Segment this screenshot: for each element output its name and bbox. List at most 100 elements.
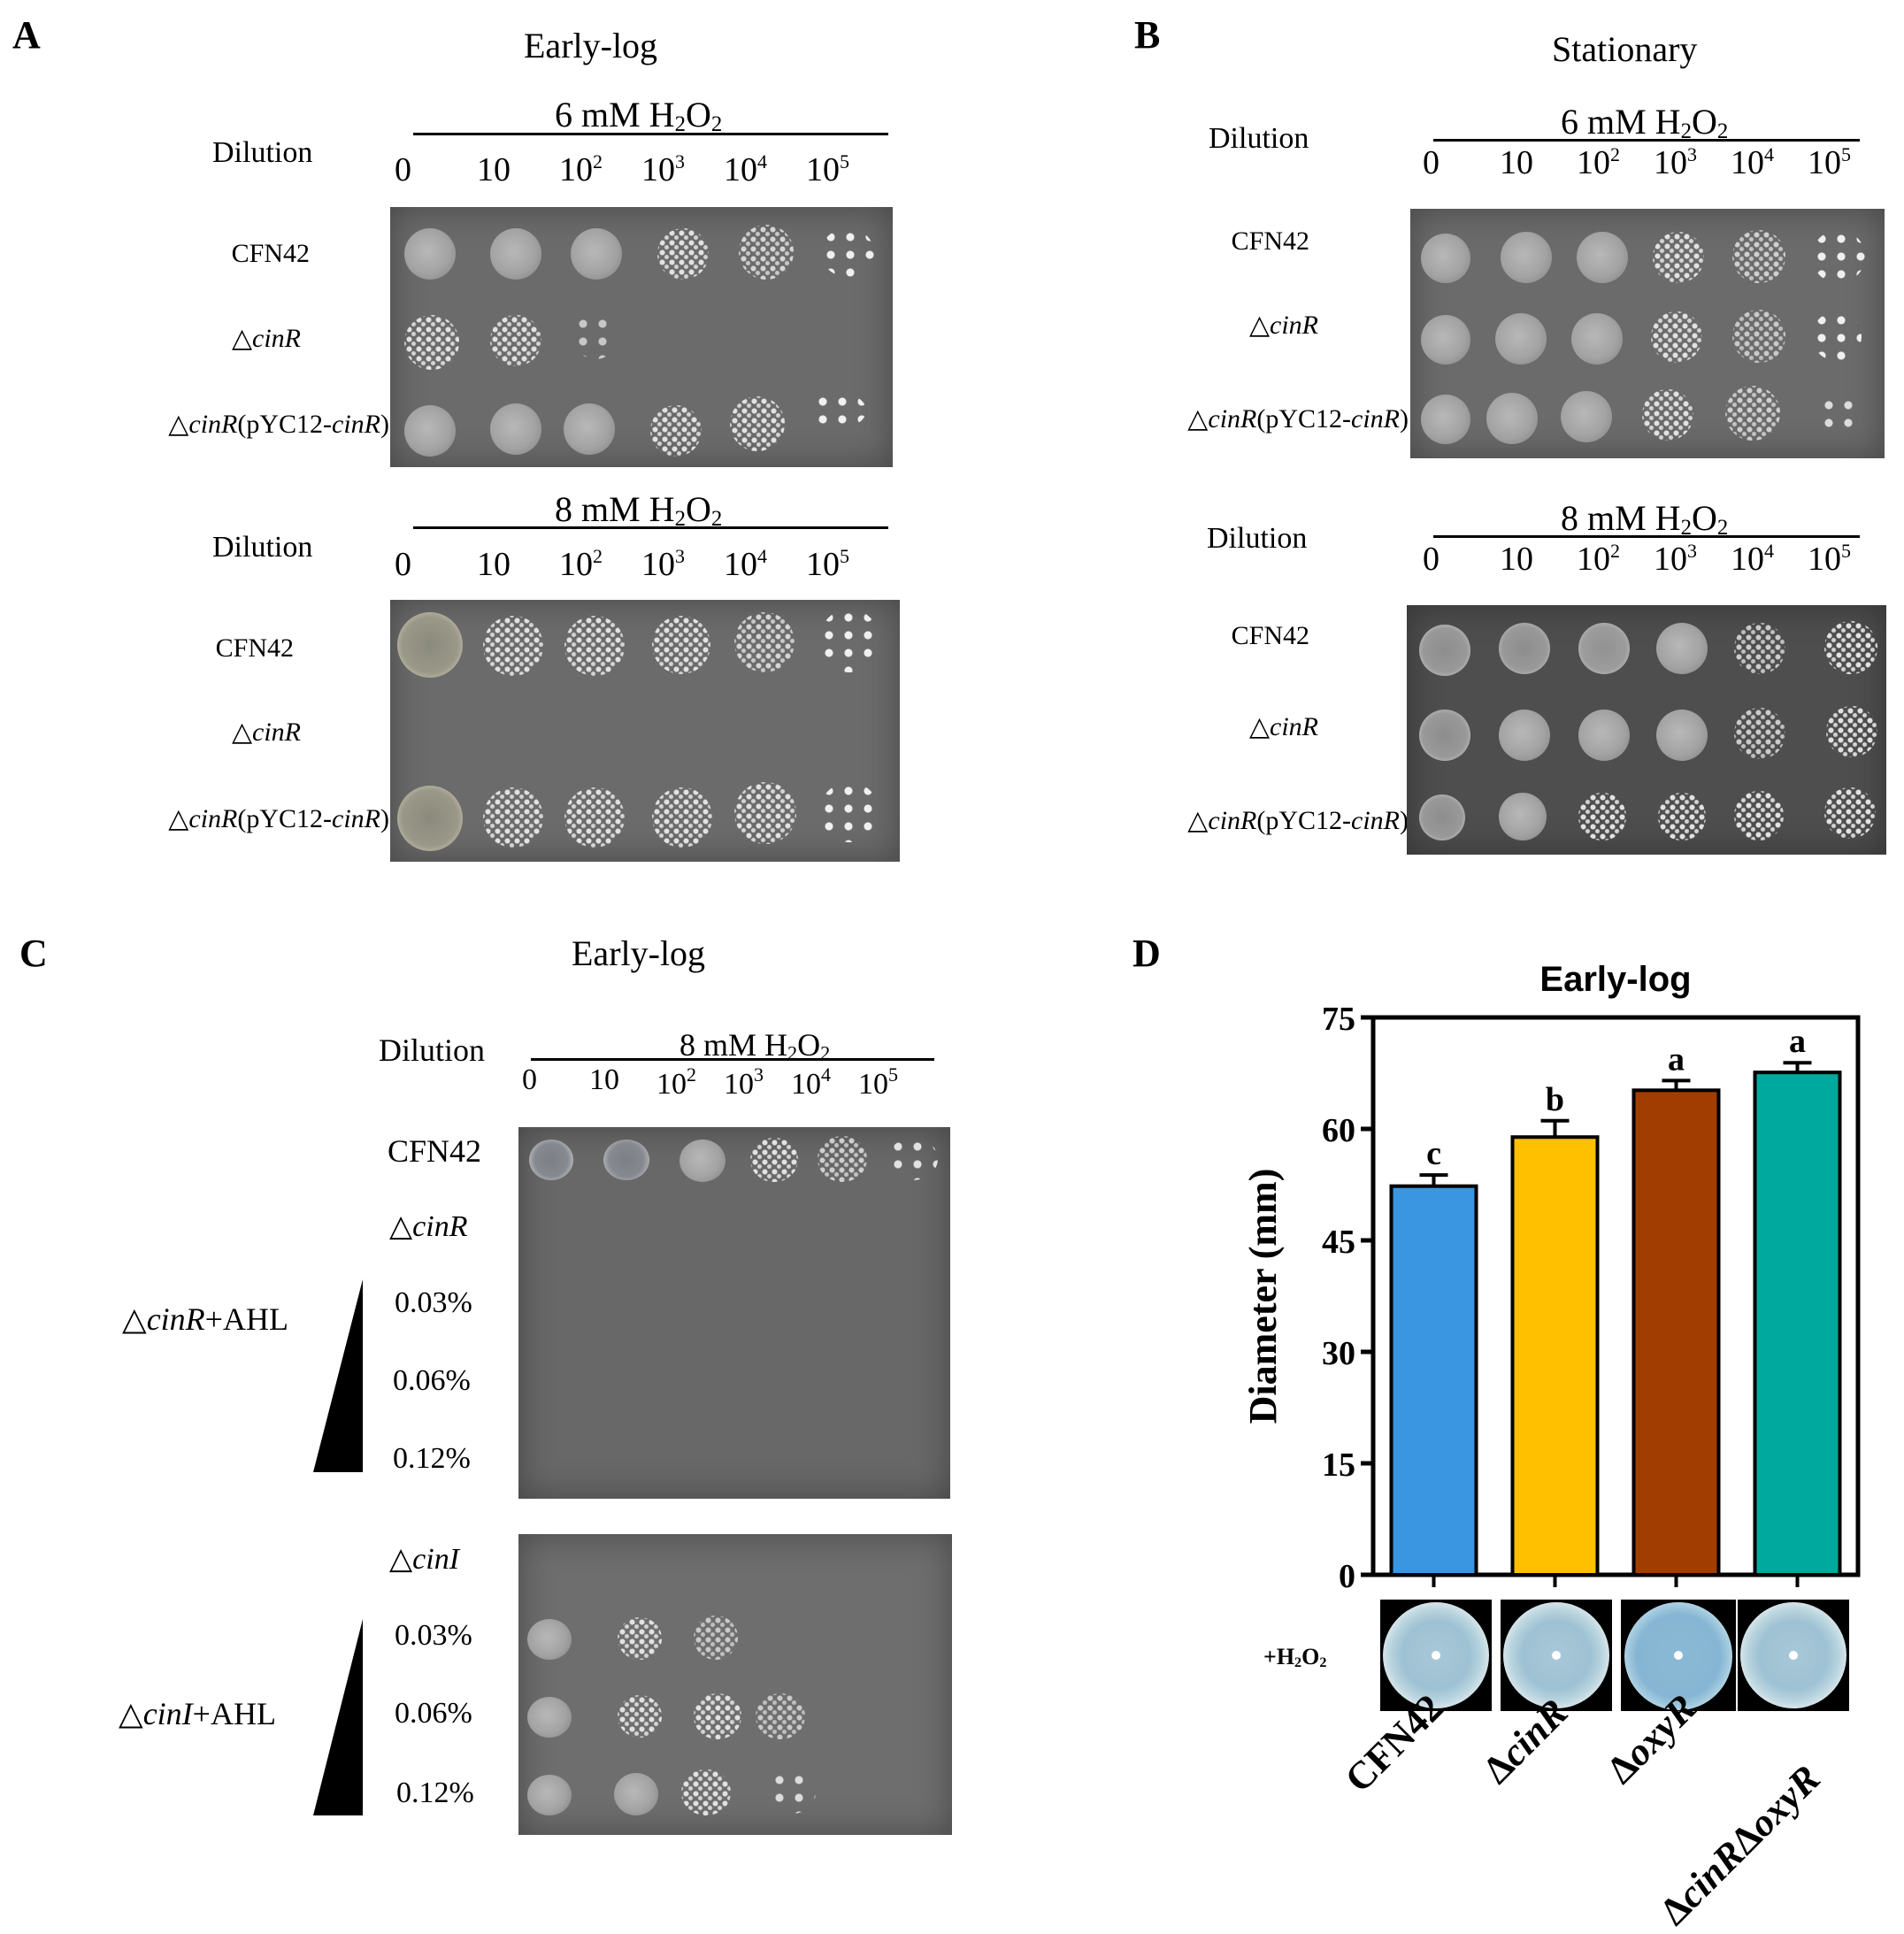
plate1-row-label-0-12: 0.12% <box>393 1442 471 1475</box>
panel-b-bottom-dilutions: 0 10 102 103 104 105 <box>1423 540 1883 584</box>
panel-a-top-dilutions: 0 10 102 103 104 105 <box>395 150 890 195</box>
concentration-wedge-icon <box>313 1619 363 1815</box>
spot <box>1725 386 1780 441</box>
significance-letter: c <box>1426 1135 1441 1172</box>
plate-c-1 <box>518 1127 950 1499</box>
x-tick-label-cinr-oxyr: ΔcinRΔoxyR <box>1651 1756 1829 1934</box>
spot <box>818 1136 867 1182</box>
panel-a-letter: A <box>12 13 41 57</box>
dilution-tick-label: 0 <box>522 1063 537 1096</box>
plate1-row-label-0-06: 0.06% <box>393 1364 471 1397</box>
plate-b-6mm <box>1410 209 1885 458</box>
spot <box>734 782 796 844</box>
dilution-tick-label: 102 <box>1577 143 1620 181</box>
spot <box>1826 706 1877 757</box>
h2o2-formula: 8 mM H2O2 <box>1561 498 1729 540</box>
dilution-tick-label: 105 <box>806 150 849 188</box>
inoculation-point <box>1432 1651 1440 1660</box>
dilution-tick-label: 105 <box>806 545 849 583</box>
h2o2-formula: 8 mM H2O2 <box>555 489 723 531</box>
spot <box>1656 710 1708 761</box>
panel-a-top-condition: 6 mM H2O2 <box>555 94 722 137</box>
plate2-row-label-cini: △cinI <box>389 1543 460 1576</box>
spot <box>1571 313 1623 365</box>
panel-b-letter: B <box>1134 13 1161 57</box>
significance-letter: a <box>1668 1040 1685 1078</box>
spot <box>527 1619 572 1660</box>
inoculation-point <box>1789 1651 1798 1660</box>
spot <box>694 1616 738 1660</box>
plate1-row-label-cinr: △cinR <box>389 1210 468 1243</box>
strain-label-cinr-complement: △cinR(pYC12-cinR) <box>168 804 389 833</box>
plate-a-6mm <box>390 207 893 467</box>
h2o2-condition-label: +H2O2 <box>1263 1644 1326 1671</box>
plate-b-8mm <box>1407 605 1886 855</box>
spot <box>819 609 879 672</box>
plate2-row-label-0-03: 0.03% <box>395 1619 472 1652</box>
panel-c-dilutions: 0 10 102 103 104 105 <box>522 1063 947 1108</box>
dilution-tick-label: 105 <box>858 1063 898 1101</box>
dish-photo-cinr <box>1501 1600 1612 1711</box>
dilution-tick-label: 10 <box>477 151 511 188</box>
spot <box>652 616 710 674</box>
spot <box>1642 389 1693 441</box>
spot <box>1421 315 1470 365</box>
dilution-tick-label: 10 <box>589 1063 619 1096</box>
spot <box>1499 793 1547 840</box>
spot <box>614 1773 658 1815</box>
bar <box>1631 1088 1721 1577</box>
spot <box>1732 230 1785 283</box>
panel-c-dilution-label: Dilution <box>379 1032 486 1068</box>
strain-label-cfn42: CFN42 <box>215 633 294 663</box>
plot-frame <box>1370 1015 1861 1577</box>
spot <box>1577 232 1628 283</box>
panel-a-bottom-condition: 8 mM H2O2 <box>555 488 722 532</box>
spot <box>657 228 709 280</box>
spot <box>1734 708 1785 759</box>
spot <box>756 1693 805 1739</box>
plate2-group-label: △cinI+AHL <box>119 1696 276 1731</box>
plate1-row-label-cfn42: CFN42 <box>388 1133 482 1169</box>
panel-b-top-dilution-label: Dilution <box>1209 122 1309 155</box>
spot <box>1734 623 1785 674</box>
dilution-tick-label: 104 <box>724 545 767 583</box>
panel-b-top-condition: 6 mM H2O2 <box>1561 101 1728 144</box>
plate1-row-label-0-03: 0.03% <box>395 1286 472 1319</box>
spot <box>1421 395 1470 444</box>
spot <box>1578 710 1630 761</box>
panel-b-bottom-rule <box>1433 535 1860 538</box>
dilution-tick-label: 105 <box>1808 540 1851 578</box>
spot <box>750 1138 798 1182</box>
strain-label-cinr-complement: △cinR(pYC12-cinR) <box>1187 806 1409 835</box>
spot <box>739 225 794 280</box>
spot <box>527 1775 572 1815</box>
y-tick-label: 75 <box>1322 1001 1355 1038</box>
spot <box>1419 710 1470 761</box>
spot <box>564 403 615 455</box>
plate2-row-label-0-06: 0.06% <box>395 1697 472 1730</box>
panel-c-title: Early-log <box>572 933 706 973</box>
spot <box>888 1138 938 1180</box>
panel-b-top-dilutions: 0 10 102 103 104 105 <box>1423 143 1883 188</box>
spot <box>527 1697 572 1738</box>
dilution-tick-label: 102 <box>1577 540 1620 578</box>
bar <box>1753 1071 1842 1577</box>
spot <box>1419 794 1465 840</box>
spot <box>571 228 622 280</box>
spot <box>1656 623 1708 674</box>
panel-a-bottom-dilutions: 0 10 102 103 104 105 <box>395 545 890 589</box>
dilution-tick-label: 10 <box>1500 541 1533 578</box>
strain-label-cinr-complement: △cinR(pYC12-cinR) <box>168 410 389 439</box>
strain-label-cfn42: CFN42 <box>1231 226 1309 256</box>
spot <box>490 315 541 366</box>
strain-label-cfn42: CFN42 <box>231 239 310 268</box>
dilution-tick-label: 10 <box>1500 144 1533 181</box>
plate-c-2 <box>518 1534 952 1835</box>
panel-c-rule <box>531 1058 934 1061</box>
spot <box>404 228 456 280</box>
spot <box>564 616 625 676</box>
dilution-tick-label: 105 <box>1808 143 1851 181</box>
spot <box>397 612 463 678</box>
dilution-tick-label: 103 <box>641 545 685 583</box>
dilution-tick-label: 0 <box>1423 144 1440 181</box>
